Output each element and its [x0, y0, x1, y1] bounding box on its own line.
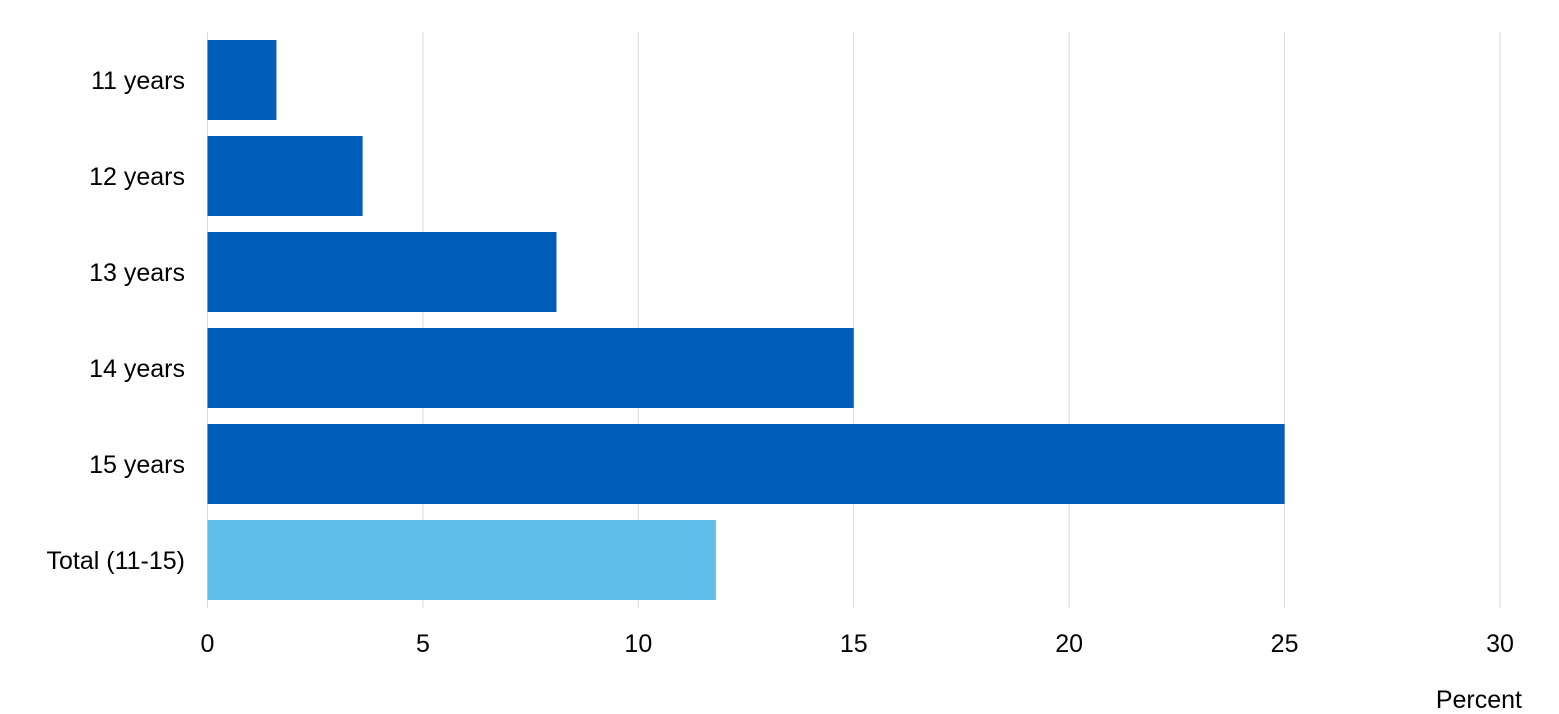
category-label: 14 years	[89, 355, 185, 383]
bar	[207, 424, 1285, 504]
x-tick-label: 30	[1486, 630, 1514, 658]
bar	[207, 40, 277, 120]
bar	[207, 232, 557, 312]
bar	[207, 520, 716, 600]
bars	[207, 40, 1285, 600]
x-tick-label: 10	[624, 630, 652, 658]
x-tick-labels: 0 5 10 15 20 25 30	[201, 630, 1514, 658]
category-label: 11 years	[91, 67, 185, 95]
bar	[207, 136, 363, 216]
gridlines	[207, 32, 1501, 608]
category-labels: 11 years 12 years 13 years 14 years 15 years…	[47, 67, 186, 575]
category-label: 13 years	[89, 259, 185, 287]
x-tick-label: 0	[201, 630, 215, 658]
bar	[207, 328, 854, 408]
x-tick-label: 15	[840, 630, 868, 658]
x-tick-label: 5	[416, 630, 430, 658]
category-label: 15 years	[89, 451, 185, 479]
x-tick-label: 25	[1271, 630, 1299, 658]
category-label: Total (11-15)	[47, 547, 186, 575]
x-tick-label: 20	[1055, 630, 1083, 658]
category-label: 12 years	[89, 163, 185, 191]
x-axis-label: Percent	[1436, 686, 1522, 714]
